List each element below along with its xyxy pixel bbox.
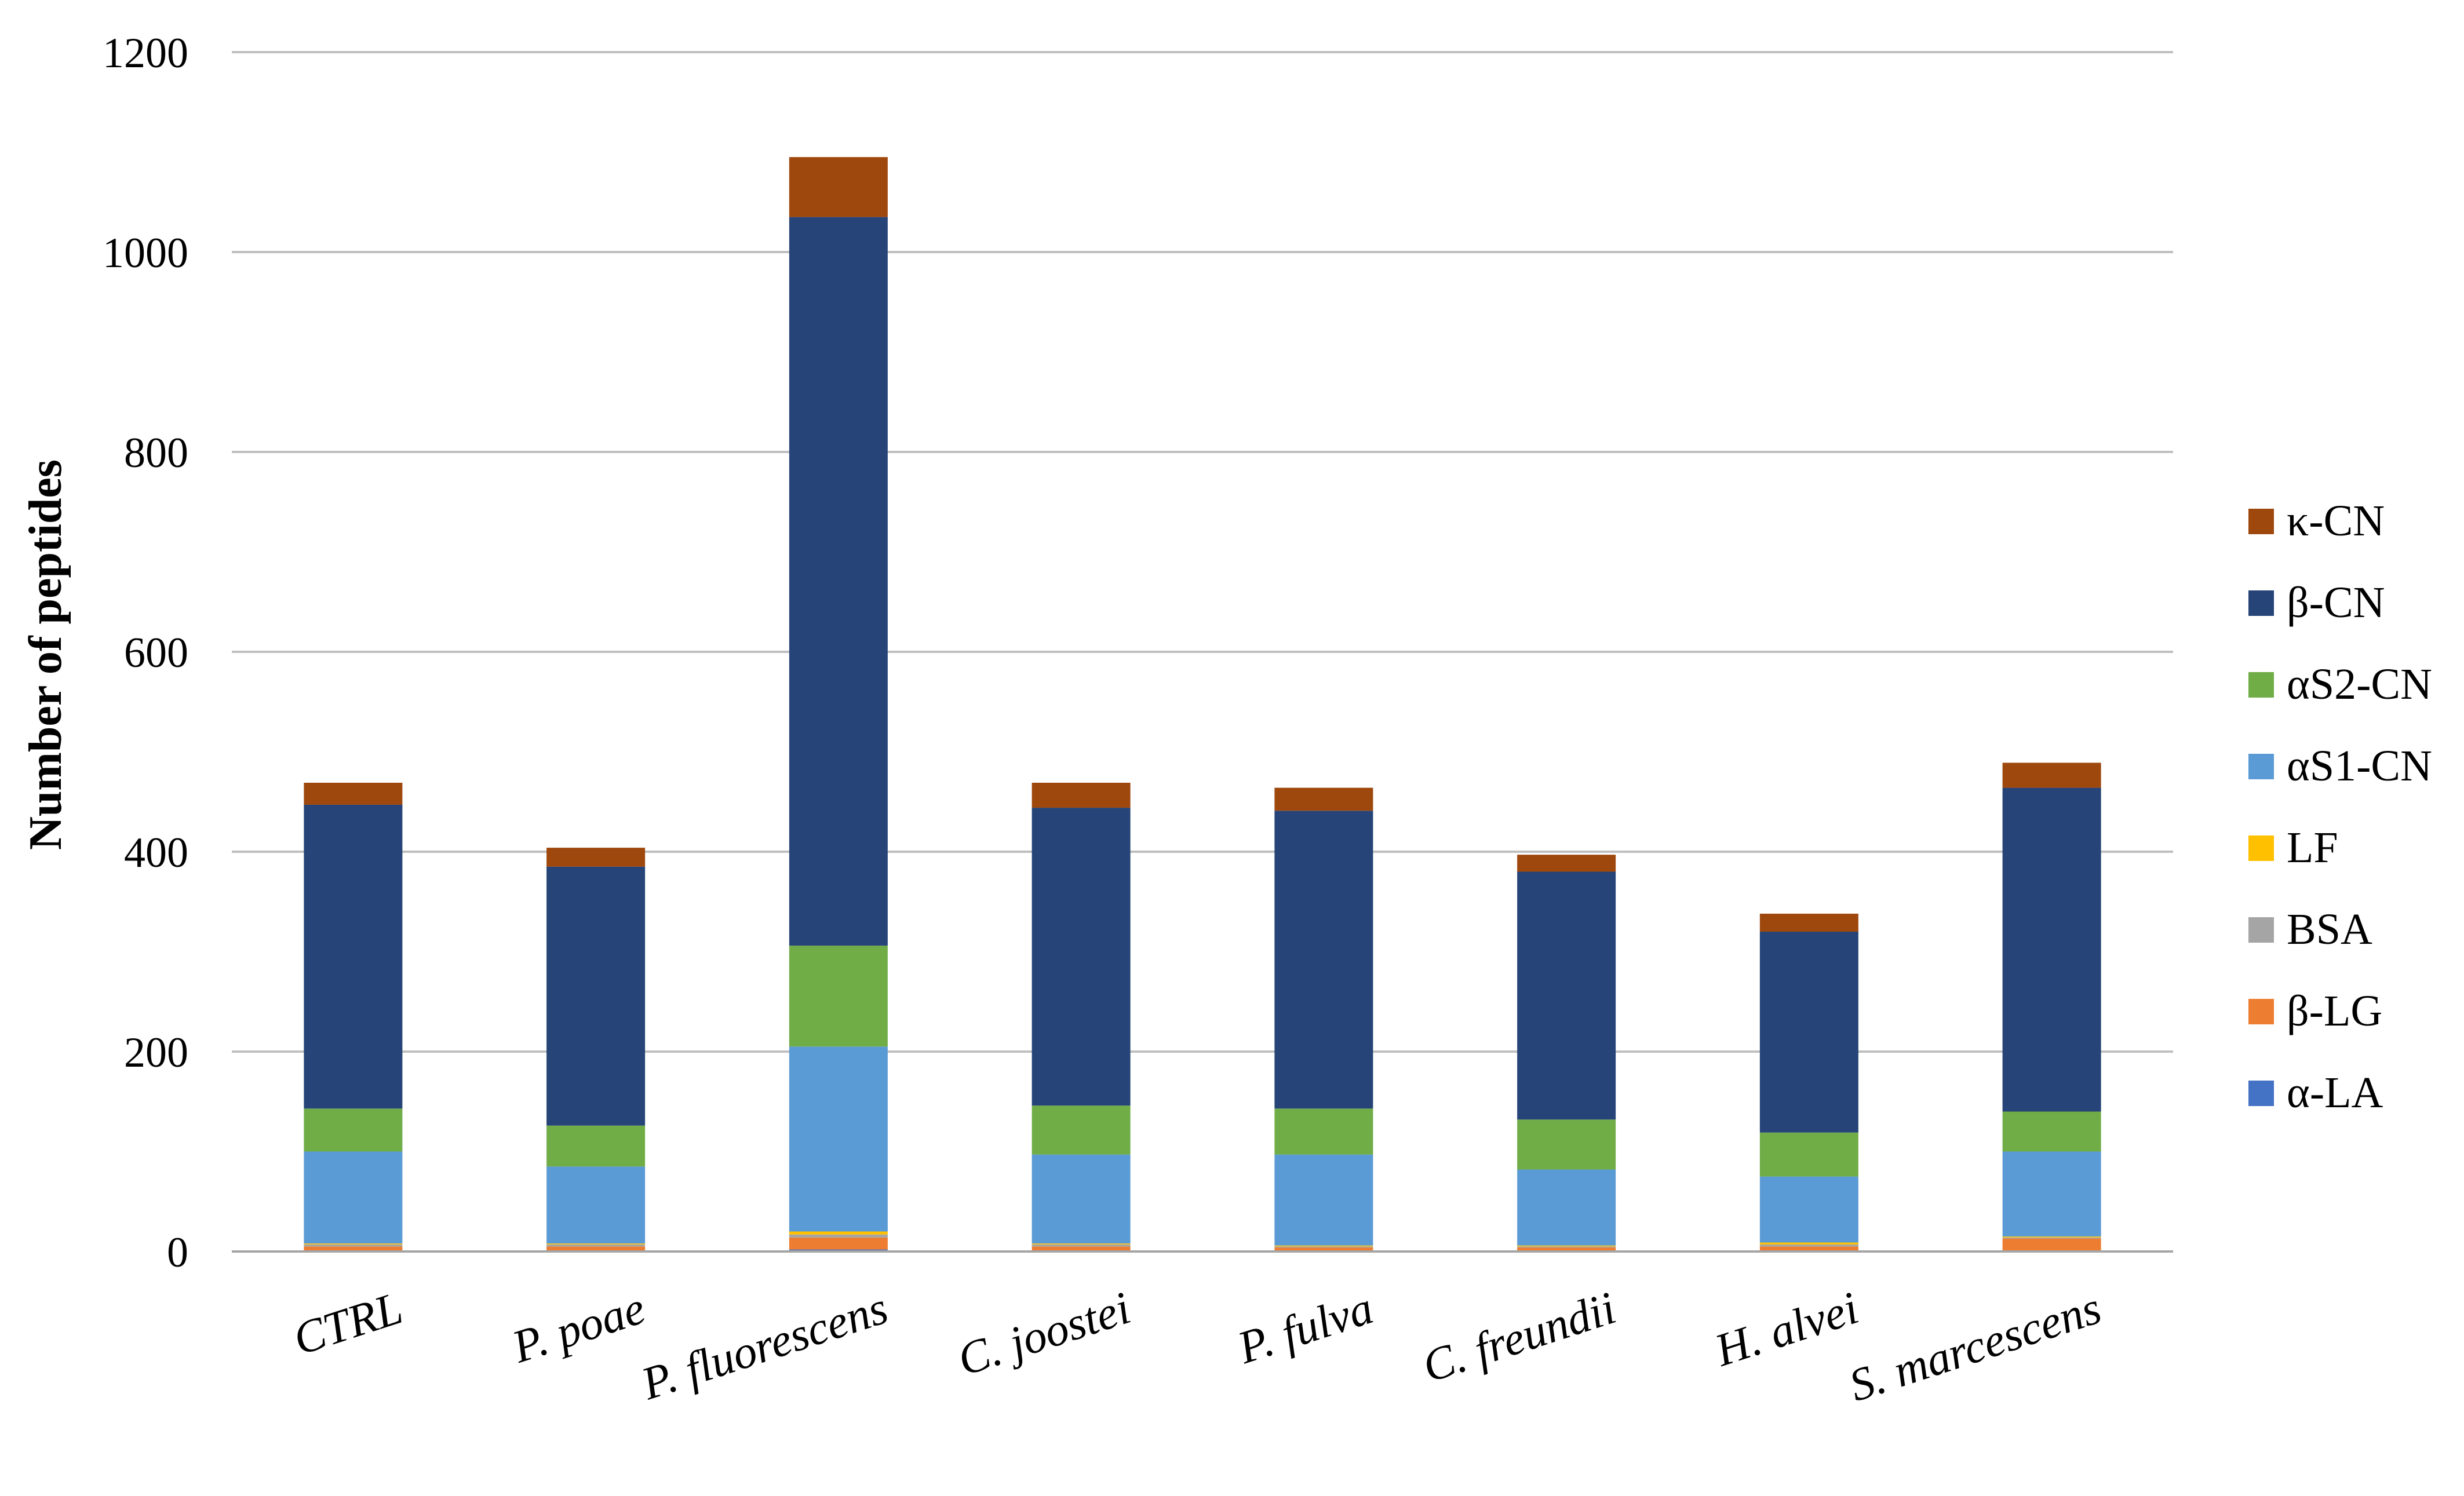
bar-segment <box>1517 1246 1616 1248</box>
legend-swatch <box>2248 754 2274 779</box>
bar-segment <box>304 1151 403 1244</box>
legend-swatch <box>2248 672 2274 698</box>
bar-segment <box>304 1244 403 1247</box>
legend-label: αS1-CN <box>2287 742 2432 790</box>
bar-segment <box>1517 871 1616 1120</box>
bar-segment <box>1274 787 1373 811</box>
bar-segment <box>789 1234 888 1238</box>
legend-label: β-CN <box>2287 578 2385 627</box>
bar-segment <box>1517 855 1616 872</box>
legend-swatch <box>2248 509 2274 534</box>
x-category-label: P. fulva <box>1231 1282 1379 1374</box>
bar-segment <box>1031 1154 1131 1244</box>
legend-label: κ-CN <box>2287 497 2385 545</box>
bar-segment <box>789 1046 888 1232</box>
legend-label: β-LG <box>2287 987 2382 1035</box>
bar-segment <box>1031 1244 1131 1247</box>
bar-segment <box>2002 1238 2101 1251</box>
x-category-label: S. marcescens <box>1843 1282 2107 1411</box>
legend-swatch <box>2248 917 2274 943</box>
bar-segment <box>789 217 888 946</box>
x-category-label: P. fluorescens <box>635 1282 894 1410</box>
bar-segment <box>1031 808 1131 1106</box>
x-category-label: C. joostei <box>952 1282 1136 1385</box>
bar-segment <box>1274 1246 1373 1248</box>
y-tick-label: 1200 <box>103 30 188 77</box>
legend-label: LF <box>2287 823 2338 872</box>
bar-segment <box>2002 1237 2101 1239</box>
bar-segment <box>546 1243 646 1245</box>
bar-segment <box>1517 1169 1616 1246</box>
x-category-label: H. alvei <box>1708 1282 1864 1376</box>
bar-segment <box>1517 1119 1616 1170</box>
bar-segment <box>546 1244 646 1247</box>
bar-segment <box>546 866 646 1126</box>
bar-segment <box>789 946 888 1047</box>
bar-segment <box>546 1246 646 1251</box>
bar-segment <box>1031 782 1131 808</box>
y-axis-title: Number of peptides <box>20 459 71 850</box>
bar-segment <box>1031 1246 1131 1251</box>
legend-label: BSA <box>2287 905 2372 954</box>
bar-segment <box>1274 811 1373 1109</box>
y-tick-label: 400 <box>124 829 188 877</box>
bar-segment <box>2002 1236 2101 1238</box>
legend-swatch <box>2248 1081 2274 1106</box>
bar-segment <box>789 1237 888 1250</box>
y-tick-label: 200 <box>124 1029 188 1077</box>
bar-segment <box>1759 1132 1858 1177</box>
bar-segment <box>1274 1108 1373 1155</box>
bar-segment <box>546 848 646 867</box>
bar-segment <box>1759 1242 1858 1245</box>
bar-segment <box>1517 1247 1616 1251</box>
bar-segment <box>2002 1111 2101 1152</box>
bar-segment <box>304 782 403 805</box>
y-tick-label: 600 <box>124 629 188 677</box>
bar-segment <box>1274 1247 1373 1251</box>
bar-segment <box>1759 913 1858 932</box>
x-category-label: C. freundii <box>1417 1282 1622 1392</box>
bar-segment <box>546 1125 646 1167</box>
y-tick-label: 800 <box>124 429 188 477</box>
legend-label: α-LA <box>2287 1068 2383 1117</box>
bar-segment <box>2002 762 2101 788</box>
bar-segment <box>546 1166 646 1244</box>
bar-segment <box>2002 787 2101 1112</box>
bar-segment <box>304 1108 403 1152</box>
bars <box>304 157 2101 1251</box>
legend-label: αS2-CN <box>2287 660 2432 709</box>
bar-segment <box>1759 1176 1858 1243</box>
x-category-label: CTRL <box>287 1282 409 1365</box>
legend-swatch <box>2248 590 2274 616</box>
bar-segment <box>1274 1245 1373 1247</box>
bar-segment <box>1759 932 1858 1133</box>
bar-segment <box>789 1231 888 1235</box>
bar-segment <box>304 1243 403 1245</box>
bar-segment <box>2002 1151 2101 1237</box>
bar-segment <box>789 157 888 217</box>
legend-swatch <box>2248 999 2274 1024</box>
y-tick-label: 1000 <box>103 229 188 277</box>
x-category-label: P. poae <box>506 1282 651 1373</box>
bar-segment <box>1274 1154 1373 1246</box>
bar-segment <box>1759 1244 1858 1247</box>
bar-segment <box>1759 1246 1858 1251</box>
bar-segment <box>304 1246 403 1251</box>
y-tick-label: 0 <box>167 1229 188 1276</box>
legend: κ-CN β-CN αS2-CN αS1-CN LF BSA β-LG α-LA <box>2248 497 2432 1117</box>
legend-swatch <box>2248 835 2274 861</box>
bar-segment <box>1031 1243 1131 1245</box>
gridlines <box>232 51 2173 1053</box>
bar-segment <box>1517 1245 1616 1247</box>
bar-segment <box>1031 1105 1131 1155</box>
bar-segment <box>304 804 403 1109</box>
